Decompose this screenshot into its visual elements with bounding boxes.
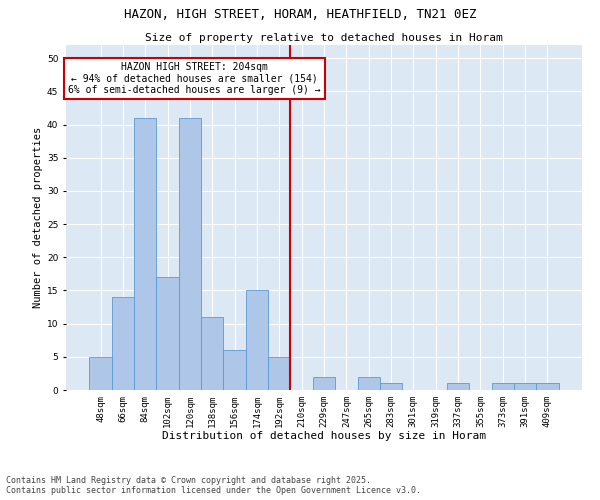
- Bar: [223, 350, 246, 390]
- Bar: [514, 384, 536, 390]
- Bar: [313, 376, 335, 390]
- Bar: [157, 277, 179, 390]
- Y-axis label: Number of detached properties: Number of detached properties: [32, 127, 43, 308]
- Text: HAZON HIGH STREET: 204sqm
← 94% of detached houses are smaller (154)
6% of semi-: HAZON HIGH STREET: 204sqm ← 94% of detac…: [68, 62, 321, 95]
- Bar: [491, 384, 514, 390]
- Text: Contains HM Land Registry data © Crown copyright and database right 2025.
Contai: Contains HM Land Registry data © Crown c…: [6, 476, 421, 495]
- X-axis label: Distribution of detached houses by size in Horam: Distribution of detached houses by size …: [162, 432, 486, 442]
- Bar: [358, 376, 380, 390]
- Bar: [112, 297, 134, 390]
- Bar: [246, 290, 268, 390]
- Bar: [179, 118, 201, 390]
- Bar: [89, 357, 112, 390]
- Bar: [134, 118, 157, 390]
- Bar: [380, 384, 402, 390]
- Bar: [268, 357, 290, 390]
- Bar: [536, 384, 559, 390]
- Bar: [201, 317, 223, 390]
- Bar: [447, 384, 469, 390]
- Title: Size of property relative to detached houses in Horam: Size of property relative to detached ho…: [145, 33, 503, 43]
- Text: HAZON, HIGH STREET, HORAM, HEATHFIELD, TN21 0EZ: HAZON, HIGH STREET, HORAM, HEATHFIELD, T…: [124, 8, 476, 20]
